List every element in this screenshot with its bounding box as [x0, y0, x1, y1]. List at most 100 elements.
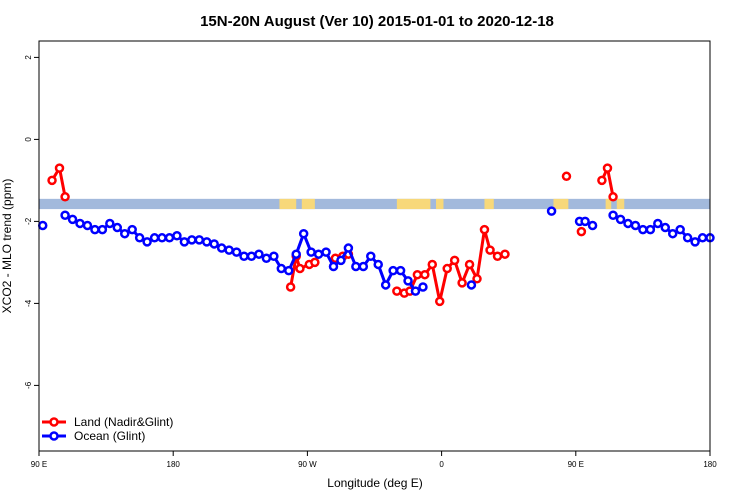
legend-label-ocean: Ocean (Glint) [74, 429, 145, 443]
ocean-point-50 [466, 280, 477, 290]
ocean-point-32 [291, 249, 301, 259]
ocean-point-16 [172, 231, 182, 241]
ocean-point-33 [298, 228, 309, 239]
ocean-point-0 [37, 220, 48, 231]
ocean-point-14 [157, 233, 167, 243]
ocean-point-6 [97, 224, 108, 235]
land-point-14 [412, 269, 423, 280]
ocean-point-61 [653, 218, 663, 229]
land-mask-band [39, 198, 710, 210]
ocean-point-10 [127, 224, 137, 235]
ocean-point-42 [366, 251, 376, 261]
ocean-point-25 [239, 251, 249, 261]
ocean-point-64 [675, 224, 685, 235]
y-axis-ticks: 2 0 -2 -4 -6 [24, 55, 39, 389]
ocean-point-46 [395, 265, 406, 276]
land-patch-0 [279, 198, 297, 210]
series-layer [37, 163, 715, 307]
x-tick-label-2: 90 W [298, 460, 317, 469]
ocean-point-35 [313, 249, 324, 259]
land-patch-6 [605, 198, 612, 210]
land-point-0 [47, 175, 57, 186]
ocean-point-60 [645, 224, 656, 235]
ocean-point-65 [682, 233, 693, 243]
land-point-31 [576, 226, 587, 237]
land-point-26 [500, 249, 510, 259]
ocean-point-17 [179, 237, 190, 247]
legend: Land (Nadir&Glint) Ocean (Glint) [42, 415, 173, 443]
y-tick-label-0: 2 [24, 55, 33, 60]
ocean-point-7 [105, 218, 115, 229]
ocean-point-43 [373, 259, 383, 270]
ocean-point-49 [418, 282, 428, 292]
x-tick-label-0: 90 E [31, 460, 47, 469]
ocean-point-54 [587, 220, 598, 231]
y-tick-label-4: -6 [24, 381, 33, 389]
land-patch-5 [553, 198, 569, 210]
chart-title: 15N-20N August (Ver 10) 2015-01-01 to 20… [200, 13, 554, 30]
ocean-point-29 [269, 251, 279, 261]
ocean-point-31 [284, 265, 294, 276]
land-point-15 [420, 269, 430, 280]
ocean-point-37 [328, 261, 339, 272]
land-point-21 [464, 259, 475, 270]
ocean-point-48 [410, 286, 421, 296]
x-tick-label-5: 180 [703, 460, 717, 469]
ocean-point-67 [697, 233, 708, 243]
ocean-band [39, 198, 710, 210]
ocean-point-12 [142, 237, 152, 247]
ocean-point-39 [343, 243, 354, 253]
ocean-point-51 [546, 206, 557, 216]
ocean-point-56 [615, 214, 626, 225]
ocean-point-1 [60, 210, 70, 220]
x-tick-label-3: 0 [439, 460, 444, 469]
ocean-point-5 [90, 224, 100, 235]
y-axis-label: XCO2 - MLO trend (ppm) [0, 179, 14, 314]
ocean-point-62 [660, 222, 671, 233]
land-point-29 [608, 192, 618, 202]
land-point-1 [54, 163, 65, 173]
ocean-point-53 [580, 216, 590, 227]
ocean-point-15 [164, 233, 175, 243]
plot-frame [38, 40, 711, 452]
land-point-17 [434, 296, 445, 307]
land-point-24 [485, 245, 495, 255]
land-point-27 [597, 175, 607, 186]
land-point-3 [285, 282, 296, 292]
land-point-16 [427, 259, 438, 270]
ocean-point-66 [690, 237, 700, 247]
ocean-point-11 [134, 233, 145, 243]
ocean-point-30 [276, 263, 287, 274]
land-point-25 [492, 251, 503, 261]
ocean-point-21 [209, 239, 219, 249]
ocean-point-55 [608, 210, 618, 220]
land-point-22 [472, 274, 482, 284]
x-tick-label-1: 180 [167, 460, 181, 469]
land-patch-2 [396, 198, 431, 210]
land-point-30 [561, 171, 572, 182]
legend-entry-ocean: Ocean (Glint) [42, 429, 145, 443]
land-point-18 [442, 263, 452, 274]
ocean-point-58 [630, 220, 641, 231]
ocean-point-41 [358, 261, 369, 272]
legend-label-land: Land (Nadir&Glint) [74, 415, 173, 429]
ocean-point-34 [306, 247, 316, 257]
ocean-point-27 [254, 249, 264, 259]
y-tick-label-3: -4 [24, 299, 33, 307]
legend-marker-ocean [49, 431, 59, 441]
ocean-point-38 [336, 255, 346, 266]
land-patch-4 [484, 198, 494, 210]
ocean-point-59 [638, 224, 648, 235]
land-patch-1 [301, 198, 315, 210]
land-point-11 [392, 286, 402, 296]
legend-marker-land [49, 417, 59, 427]
ocean-point-40 [351, 261, 361, 272]
ocean-point-23 [224, 245, 234, 255]
land-patch-3 [436, 198, 444, 210]
land-point-19 [449, 255, 460, 266]
ocean-point-63 [667, 228, 678, 239]
ocean-point-26 [246, 251, 257, 261]
ocean-point-24 [231, 247, 242, 257]
ocean-point-20 [202, 237, 212, 247]
